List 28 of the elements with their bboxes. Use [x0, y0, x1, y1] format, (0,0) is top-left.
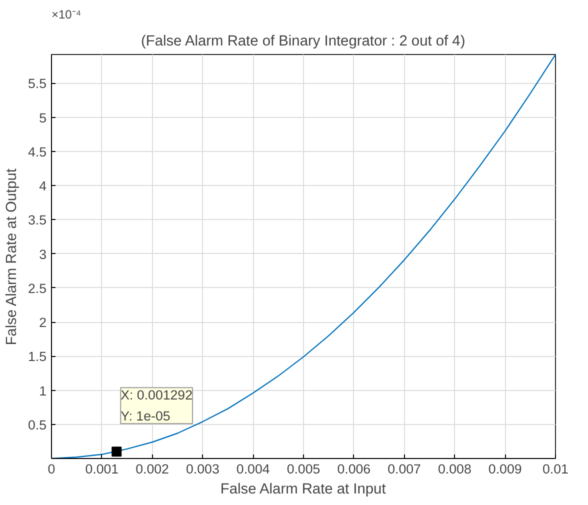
x-tick-label: 0.003 [186, 462, 220, 476]
annotation: X: 0.001292 Y: 1e-05 [120, 388, 193, 424]
x-tick-label: 0.001 [85, 462, 119, 476]
x-axis-title: False Alarm Rate at Input [220, 482, 386, 498]
x-tick-label: 0.002 [136, 462, 169, 476]
x-tick-label: 0.008 [438, 462, 472, 476]
text: ×10⁻⁴ [52, 8, 82, 22]
y-tick-label: 5 [39, 110, 47, 126]
y-tick-label: 2.5 [28, 280, 47, 296]
x-tick-label: 0 [48, 462, 56, 476]
y-tick-label: 1 [39, 383, 47, 398]
line-series [52, 54, 556, 458]
y-tick-label: 4 [39, 178, 48, 194]
chart-title: (False Alarm Rate of Binary Integrator : 2 out of 4) [140, 34, 466, 50]
y-tick-label: 5.5 [28, 76, 47, 92]
y-tick-label: 2 [39, 315, 47, 330]
x-tick-label: 0.005 [286, 462, 320, 476]
y-tick-label: 1.5 [28, 349, 47, 364]
y-tick-label: 4.5 [28, 144, 47, 160]
y-tick-label: 3 [39, 246, 47, 262]
x-tick-label: 0.006 [337, 462, 371, 476]
x-tick-label: 0.004 [236, 462, 270, 476]
y-tick-label: 0.5 [28, 417, 47, 432]
y-axis-title: False Alarm Rate at Output [4, 168, 20, 346]
x-tick-label: 0.009 [488, 462, 522, 476]
y-tick-label: 3.5 [28, 212, 47, 228]
x-tick-label: 0.007 [388, 462, 421, 476]
x-tick-label: 0.01 [542, 462, 568, 476]
